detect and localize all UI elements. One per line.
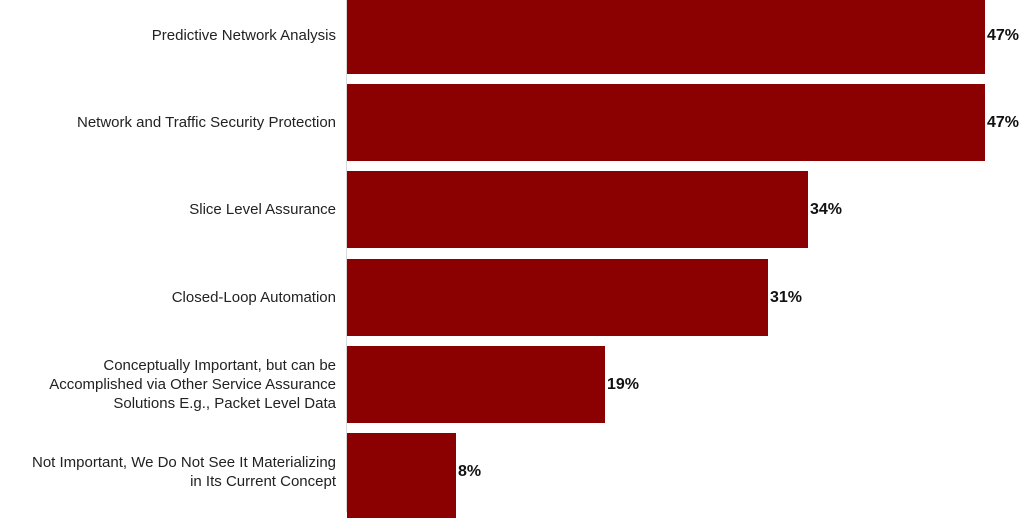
category-label-line: Accomplished via Other Service Assurance (49, 376, 336, 393)
value-label: 34% (810, 200, 843, 218)
value-label: 31% (770, 288, 803, 306)
bar-row: Predictive Network Analysis 47% (0, 0, 1024, 74)
category-label-line: Solutions E.g., Packet Level Data (113, 395, 336, 412)
bar (347, 84, 985, 161)
category-label-line: Not Important, We Do Not See It Material… (31, 453, 336, 471)
category-label: Slice Level Assurance (0, 171, 336, 248)
category-label: Closed-Loop Automation (0, 259, 336, 336)
bar-row: Slice Level Assurance 34% (0, 171, 1024, 248)
bar (347, 433, 456, 518)
category-label-line: Predictive Network Analysis (151, 27, 336, 44)
value-label: 47% (987, 26, 1020, 44)
value-label: 19% (607, 375, 640, 393)
bar (347, 259, 768, 336)
bar-row: Network and Traffic Security Protection 4… (0, 84, 1024, 161)
category-label: Network and Traffic Security Protection (0, 84, 336, 161)
bar-row: Not Important, We Do Not See It Material… (0, 433, 1024, 518)
bar (347, 346, 605, 423)
category-label-line: Slice Level Assurance (189, 201, 336, 218)
category-label: Not Important, We Do Not See It Material… (0, 433, 336, 510)
value-label: 8% (458, 462, 482, 480)
category-label: Predictive Network Analysis (0, 0, 336, 74)
bar (347, 0, 985, 74)
category-label-line: in Its Current Concept (190, 472, 336, 490)
bar-row: Closed-Loop Automation 31% (0, 259, 1024, 336)
category-label-line: Conceptually Important, but can be (103, 357, 336, 374)
value-label: 47% (987, 113, 1020, 131)
bar (347, 171, 808, 248)
category-label-line: Closed-Loop Automation (171, 289, 336, 306)
category-label-line: Network and Traffic Security Protection (77, 114, 336, 131)
category-label: Conceptually Important, but can be Accomp… (0, 346, 336, 423)
bar-row: Conceptually Important, but can be Accomp… (0, 346, 1024, 423)
y-axis-line (346, 0, 347, 512)
